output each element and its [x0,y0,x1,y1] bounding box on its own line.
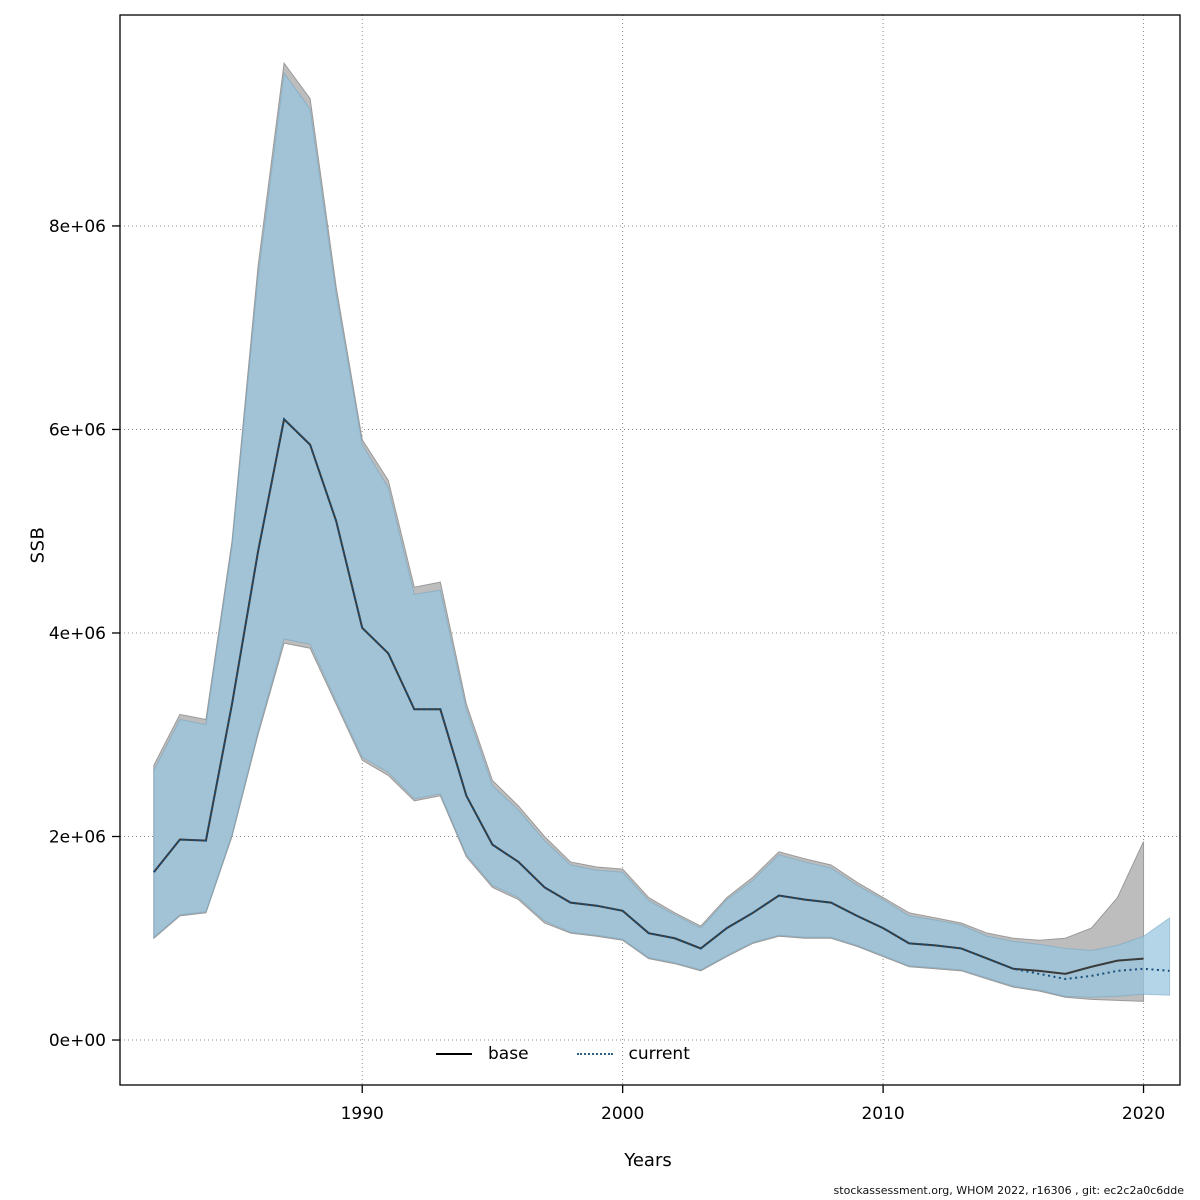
current-line-sample [576,1053,613,1055]
base-line-sample [436,1053,472,1055]
x-axis-label: Years [624,1150,672,1171]
x-tick-label: 1990 [341,1104,384,1124]
y-tick-label: 6e+06 [49,420,106,440]
attribution-text: stockassessment.org, WHOM 2022, r16306 ,… [833,1184,1184,1197]
x-tick-label: 2010 [861,1104,904,1124]
y-tick-label: 2e+06 [49,828,106,848]
current-median-line [153,417,1170,980]
plot-border [119,14,1181,1086]
y-tick-label: 4e+06 [49,624,106,644]
legend-label-base: base [488,1044,529,1064]
current-confidence-band [153,72,1171,998]
legend-label-current: current [628,1044,690,1064]
x-tick-label: 2000 [601,1104,644,1124]
y-axis-label: SSB [27,526,49,564]
legend-entry-current: current [576,1044,690,1064]
y-tick-label: 8e+06 [49,217,106,237]
y-tick-label: 0e+00 [49,1031,106,1051]
legend-entry-base: base [436,1044,529,1064]
legend: base current [436,1044,690,1064]
x-tick-label: 2020 [1122,1104,1165,1124]
